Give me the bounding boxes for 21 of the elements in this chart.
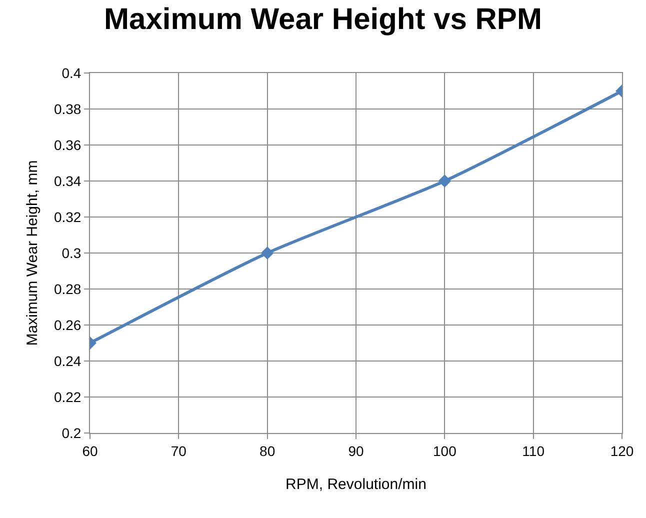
y-tick-label: 0.26 [54, 316, 82, 333]
y-tick-label: 0.36 [54, 136, 82, 153]
y-tick-label: 0.4 [62, 64, 82, 81]
y-axis-title: Maximum Wear Height, mm [24, 160, 42, 346]
y-tick-label: 0.34 [54, 172, 82, 189]
x-tick-label: 70 [170, 442, 187, 459]
y-tick-label: 0.32 [54, 208, 82, 225]
x-tick-label: 60 [82, 442, 98, 459]
y-tick-label: 0.28 [54, 280, 82, 297]
y-tick-label: 0.3 [62, 244, 82, 261]
x-tick-label: 110 [522, 442, 545, 459]
x-axis-title: RPM, Revolution/min [286, 476, 426, 493]
y-tick-label: 0.24 [54, 352, 82, 369]
chart-title: Maximum Wear Height vs RPM [104, 2, 542, 36]
y-tick-label: 0.38 [54, 100, 82, 117]
x-tick-label: 120 [610, 442, 634, 459]
x-tick-label: 80 [260, 442, 276, 459]
x-tick-label: 90 [348, 442, 364, 459]
y-tick-label: 0.22 [54, 388, 82, 405]
x-tick-label: 100 [432, 442, 457, 459]
y-tick-label: 0.2 [62, 424, 82, 441]
